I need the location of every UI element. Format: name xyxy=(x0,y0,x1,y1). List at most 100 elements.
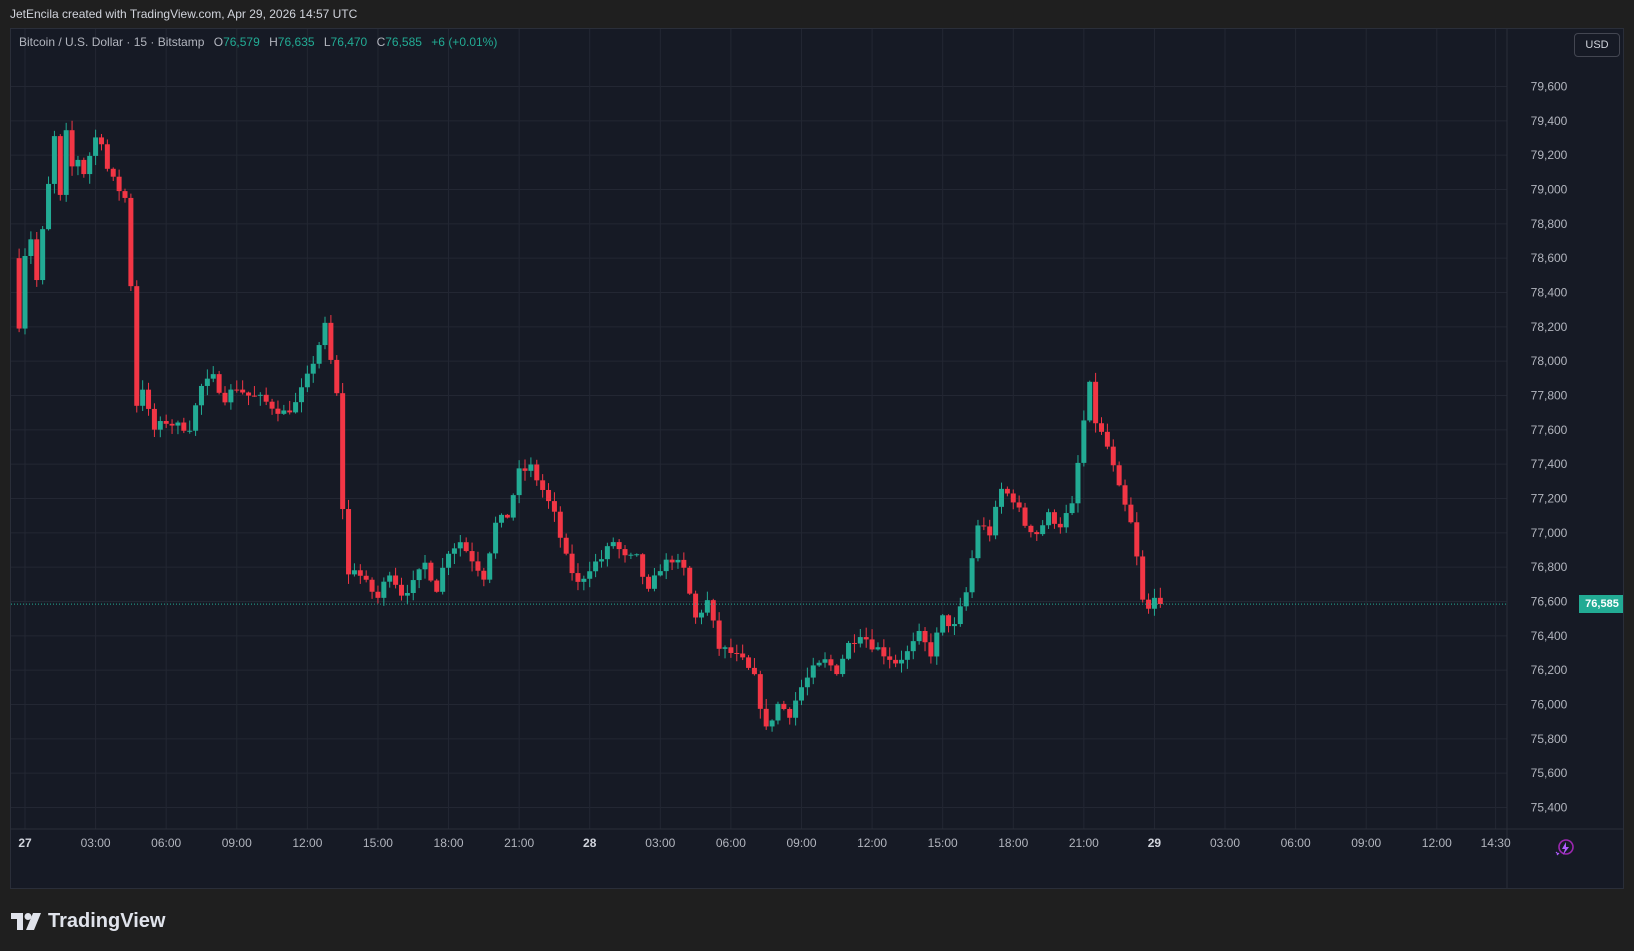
candle-body xyxy=(451,548,457,554)
candle-body xyxy=(551,501,557,512)
candle-body xyxy=(98,137,104,145)
candle-body xyxy=(204,378,210,386)
lightning-bolt-icon[interactable] xyxy=(1553,838,1575,860)
candle-body xyxy=(140,389,146,406)
candle-body xyxy=(940,615,946,633)
candle-body xyxy=(51,136,57,184)
candle-body xyxy=(934,632,940,657)
candle-body xyxy=(257,394,263,396)
y-tick-label: 75,400 xyxy=(1531,801,1568,815)
candle-body xyxy=(751,667,757,675)
candle-body xyxy=(593,561,599,572)
currency-button[interactable]: USD xyxy=(1574,33,1620,57)
candle-body xyxy=(346,509,352,575)
candle-body xyxy=(993,506,999,536)
candle-body xyxy=(581,578,587,582)
candle-body xyxy=(387,575,393,582)
price-chart[interactable]: 79,600 79,400 79,200 79,000 78,800 78,600 78,4… xyxy=(11,29,1624,889)
candle-body xyxy=(1016,502,1022,508)
x-tick-label: 15:00 xyxy=(363,836,393,850)
candle-body xyxy=(616,542,622,550)
candle-body xyxy=(1022,507,1028,526)
candle-body xyxy=(875,647,881,650)
price-axis[interactable]: 79,600 79,400 79,200 79,000 78,800 78,600 78,4… xyxy=(1531,80,1568,815)
grid-lines xyxy=(11,29,1507,829)
candle-body xyxy=(293,402,299,413)
x-tick-label: 29 xyxy=(1148,836,1162,850)
candle-body xyxy=(322,322,328,346)
candle-body xyxy=(604,546,610,560)
candle-body xyxy=(310,363,316,374)
y-tick-label: 75,800 xyxy=(1531,732,1568,746)
y-tick-label: 77,000 xyxy=(1531,526,1568,540)
candle-body xyxy=(175,422,181,426)
y-tick-label: 78,800 xyxy=(1531,217,1568,231)
candle-body xyxy=(234,389,240,391)
tradingview-brand[interactable]: TradingView xyxy=(11,910,165,933)
candle-body xyxy=(804,677,810,688)
candle-body xyxy=(710,600,716,621)
candle-body xyxy=(987,526,993,536)
candle-body xyxy=(1051,512,1057,524)
candle-body xyxy=(898,659,904,664)
time-axis[interactable]: 27 03:00 06:00 09:00 12:00 15:00 18:00 21:00 28 0… xyxy=(18,836,1511,850)
candle-body xyxy=(522,468,528,471)
candle-body xyxy=(275,408,281,414)
candle-body xyxy=(1093,381,1099,424)
candle-body xyxy=(534,464,540,481)
y-tick-label: 76,400 xyxy=(1531,629,1568,643)
candle-body xyxy=(157,421,163,430)
low-label: L xyxy=(323,35,331,49)
candle-body xyxy=(1010,493,1016,503)
candle-body xyxy=(651,575,657,589)
high-value: 76,635 xyxy=(277,35,315,49)
candle-body xyxy=(869,639,875,650)
candle-body xyxy=(798,687,804,701)
candle-body xyxy=(675,559,681,563)
candle-body xyxy=(957,606,963,625)
candle-body xyxy=(610,542,616,547)
candle-body xyxy=(846,642,852,659)
candle-body xyxy=(416,569,422,581)
tradingview-logo-icon xyxy=(11,913,41,930)
x-tick-label: 09:00 xyxy=(222,836,252,850)
open-value: 76,579 xyxy=(223,35,260,49)
candle-body xyxy=(198,385,204,406)
candle-body xyxy=(469,551,475,562)
candle-body xyxy=(163,421,169,424)
symbol-title[interactable]: Bitcoin / U.S. Dollar · 15 · Bitstamp xyxy=(19,35,205,49)
symbol-legend[interactable]: Bitcoin / U.S. Dollar · 15 · Bitstamp O7… xyxy=(19,35,497,49)
candle-body xyxy=(1057,523,1063,528)
candle-body xyxy=(240,389,246,393)
high-label: H xyxy=(269,35,278,49)
chart-pane[interactable]: 79,600 79,400 79,200 79,000 78,800 78,600 78,4… xyxy=(10,28,1624,889)
candle-body xyxy=(222,392,228,403)
candle-body xyxy=(646,576,652,589)
candle-body xyxy=(598,559,604,562)
candle-body xyxy=(1140,556,1146,600)
candle-body xyxy=(216,374,222,393)
candle-body xyxy=(881,647,887,657)
candle-body xyxy=(151,408,157,430)
x-tick-label: 21:00 xyxy=(1069,836,1099,850)
candle-body xyxy=(34,239,40,281)
y-tick-label: 78,200 xyxy=(1531,320,1568,334)
y-tick-label: 76,000 xyxy=(1531,698,1568,712)
candle-body xyxy=(793,700,799,718)
candle-body xyxy=(1128,504,1134,523)
candle-body xyxy=(575,573,581,582)
y-tick-label: 76,200 xyxy=(1531,663,1568,677)
candle-body xyxy=(998,488,1004,507)
candle-body xyxy=(422,562,428,570)
candle-body xyxy=(481,570,487,580)
candle-body xyxy=(816,662,822,666)
change-value: +6 (+0.01%) xyxy=(431,35,498,49)
candle-body xyxy=(916,630,922,642)
candle-body xyxy=(493,522,499,554)
x-tick-label: 12:00 xyxy=(1422,836,1452,850)
candle-body xyxy=(93,137,99,156)
candle-body xyxy=(963,592,969,607)
x-tick-label: 18:00 xyxy=(998,836,1028,850)
y-tick-label: 79,400 xyxy=(1531,114,1568,128)
candle-body xyxy=(193,405,199,431)
